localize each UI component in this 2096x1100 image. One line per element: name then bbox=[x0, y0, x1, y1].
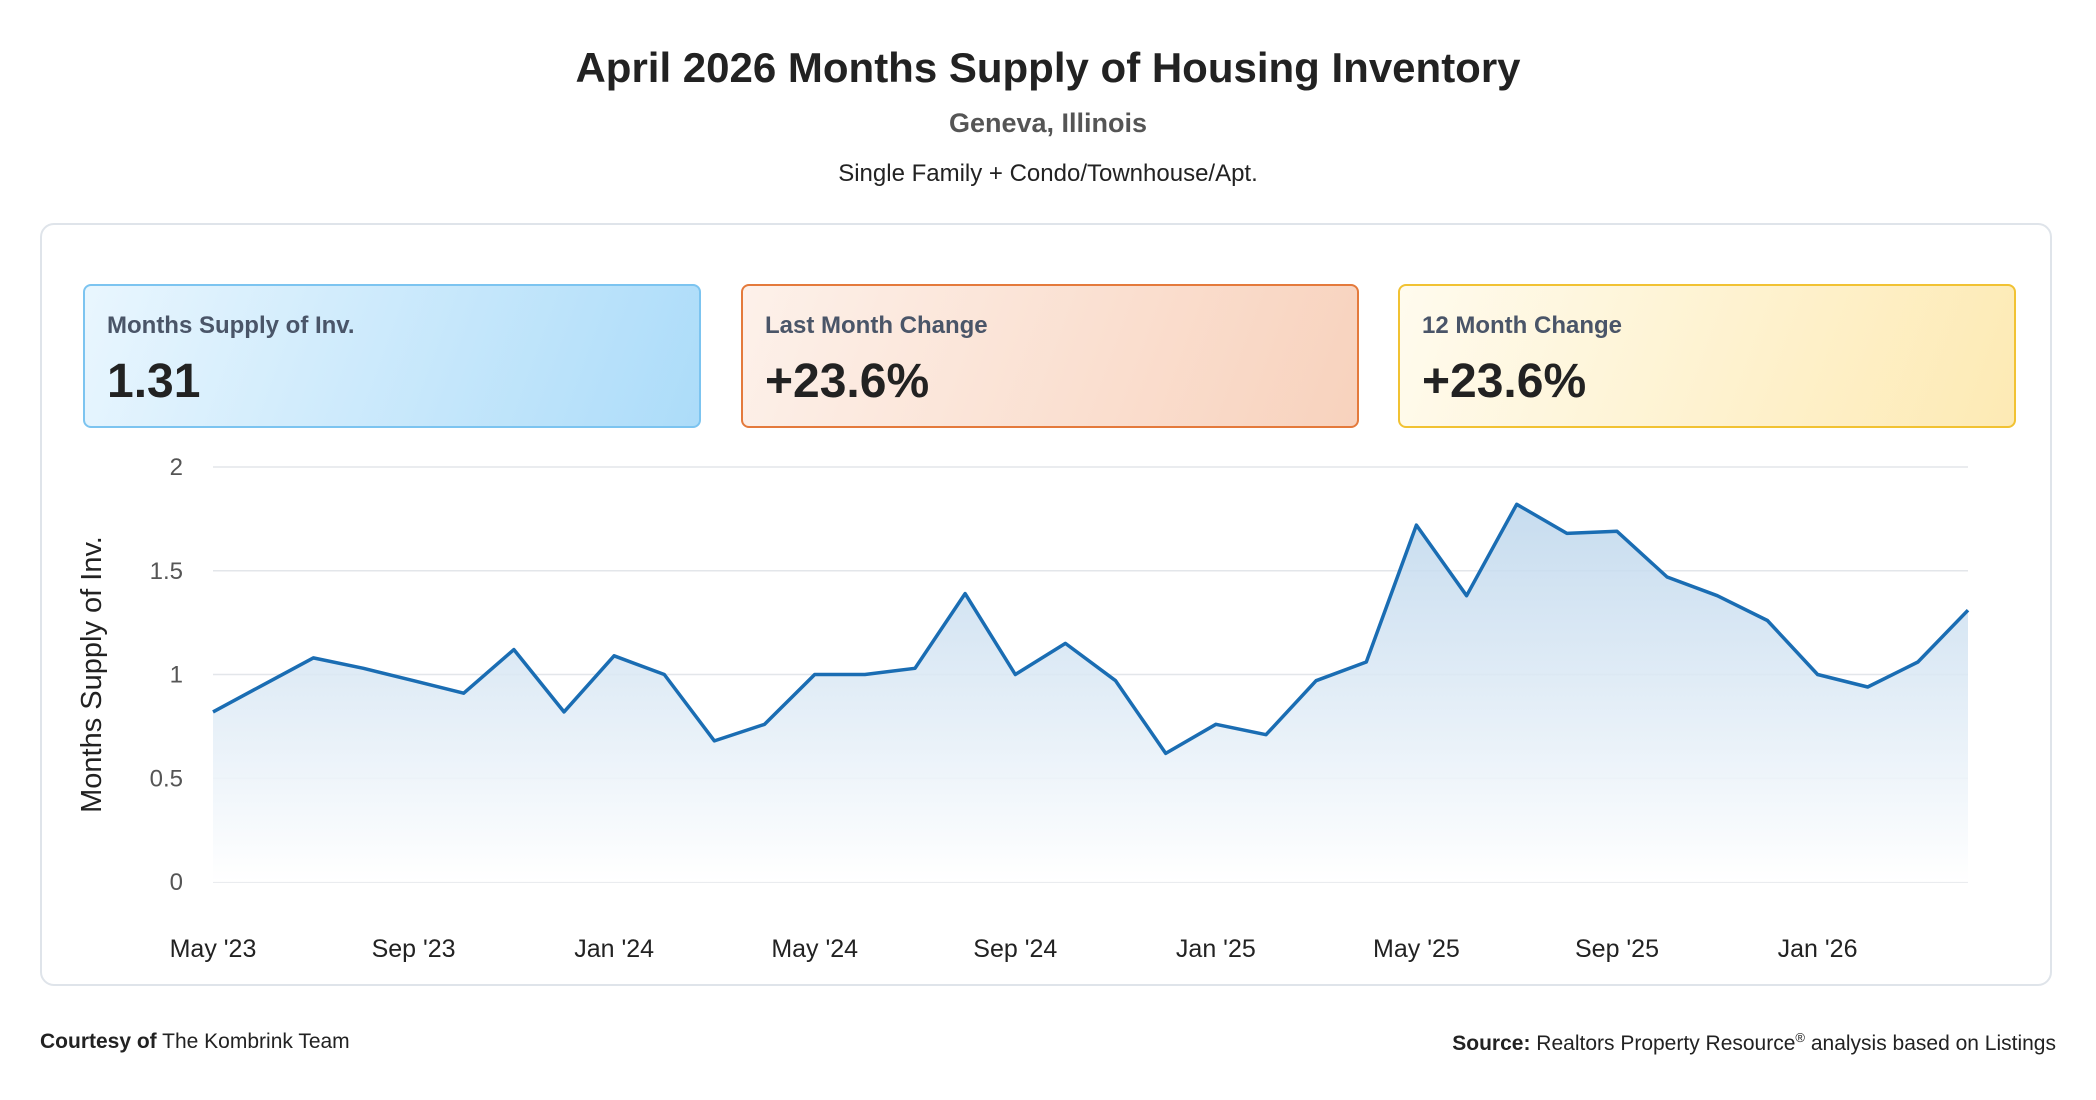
location-subtitle: Geneva, Illinois bbox=[948, 108, 1148, 138]
y-axis-label: Months Supply of Inv. bbox=[76, 536, 108, 813]
page-title: April 2026 Months Supply of Housing Inve… bbox=[575, 44, 1521, 91]
courtesy-name: The Kombrink Team bbox=[162, 1030, 350, 1053]
x-tick-label: Jan '24 bbox=[574, 935, 654, 963]
x-tick-label: Jan '26 bbox=[1778, 935, 1858, 963]
y-tick-label: 2 bbox=[170, 454, 183, 481]
x-tick-label: Jan '25 bbox=[1176, 935, 1256, 963]
x-tick-label: Sep '23 bbox=[372, 935, 456, 963]
stat-card-12-month-change: 12 Month Change +23.6% bbox=[1398, 284, 2016, 428]
x-tick-label: May '25 bbox=[1373, 935, 1460, 963]
stat-card-months-supply: Months Supply of Inv. 1.31 bbox=[83, 284, 701, 428]
source-text: Realtors Property Resource bbox=[1536, 1032, 1796, 1055]
series-line-path bbox=[212, 502, 1970, 756]
stat-card-label: Months Supply of Inv. bbox=[107, 312, 355, 339]
courtesy-label: Courtesy of bbox=[40, 1030, 157, 1053]
stat-card-last-month-change: Last Month Change +23.6% bbox=[741, 284, 1359, 428]
source-label: Source: bbox=[1452, 1032, 1531, 1055]
stat-card-value: +23.6% bbox=[765, 355, 930, 408]
y-tick-label: 0 bbox=[170, 869, 183, 896]
source-suffix: analysis based on Listings bbox=[1805, 1032, 2056, 1055]
registered-mark: ® bbox=[1795, 1030, 1805, 1045]
y-axis-ticks: 0 0.5 1 1.5 2 bbox=[150, 454, 183, 896]
y-tick-label: 1.5 bbox=[150, 558, 183, 585]
footer-source: Source: Realtors Property Resource® anal… bbox=[1452, 1030, 2056, 1056]
x-tick-label: May '23 bbox=[170, 935, 257, 963]
x-tick-label: Sep '24 bbox=[973, 935, 1057, 963]
x-tick-label: Sep '25 bbox=[1575, 935, 1659, 963]
x-axis-ticks: May '23 Sep '23 Jan '24 May '24 Sep '24 Jan '… bbox=[170, 935, 1858, 963]
property-types-subtitle: Single Family + Condo/Townhouse/Apt. bbox=[838, 160, 1258, 187]
stat-card-value: 1.31 bbox=[107, 355, 201, 408]
series-line bbox=[212, 502, 1970, 756]
x-tick-label: May '24 bbox=[771, 935, 858, 963]
stat-card-label: 12 Month Change bbox=[1422, 312, 1623, 339]
y-tick-label: 1 bbox=[170, 662, 183, 689]
stat-card-label: Last Month Change bbox=[765, 312, 988, 339]
series-area bbox=[213, 504, 1968, 882]
footer-courtesy: Courtesy of The Kombrink Team bbox=[40, 1030, 350, 1054]
area-fill bbox=[213, 504, 1968, 882]
y-tick-label: 0.5 bbox=[150, 765, 183, 792]
stat-card-value: +23.6% bbox=[1422, 355, 1587, 408]
